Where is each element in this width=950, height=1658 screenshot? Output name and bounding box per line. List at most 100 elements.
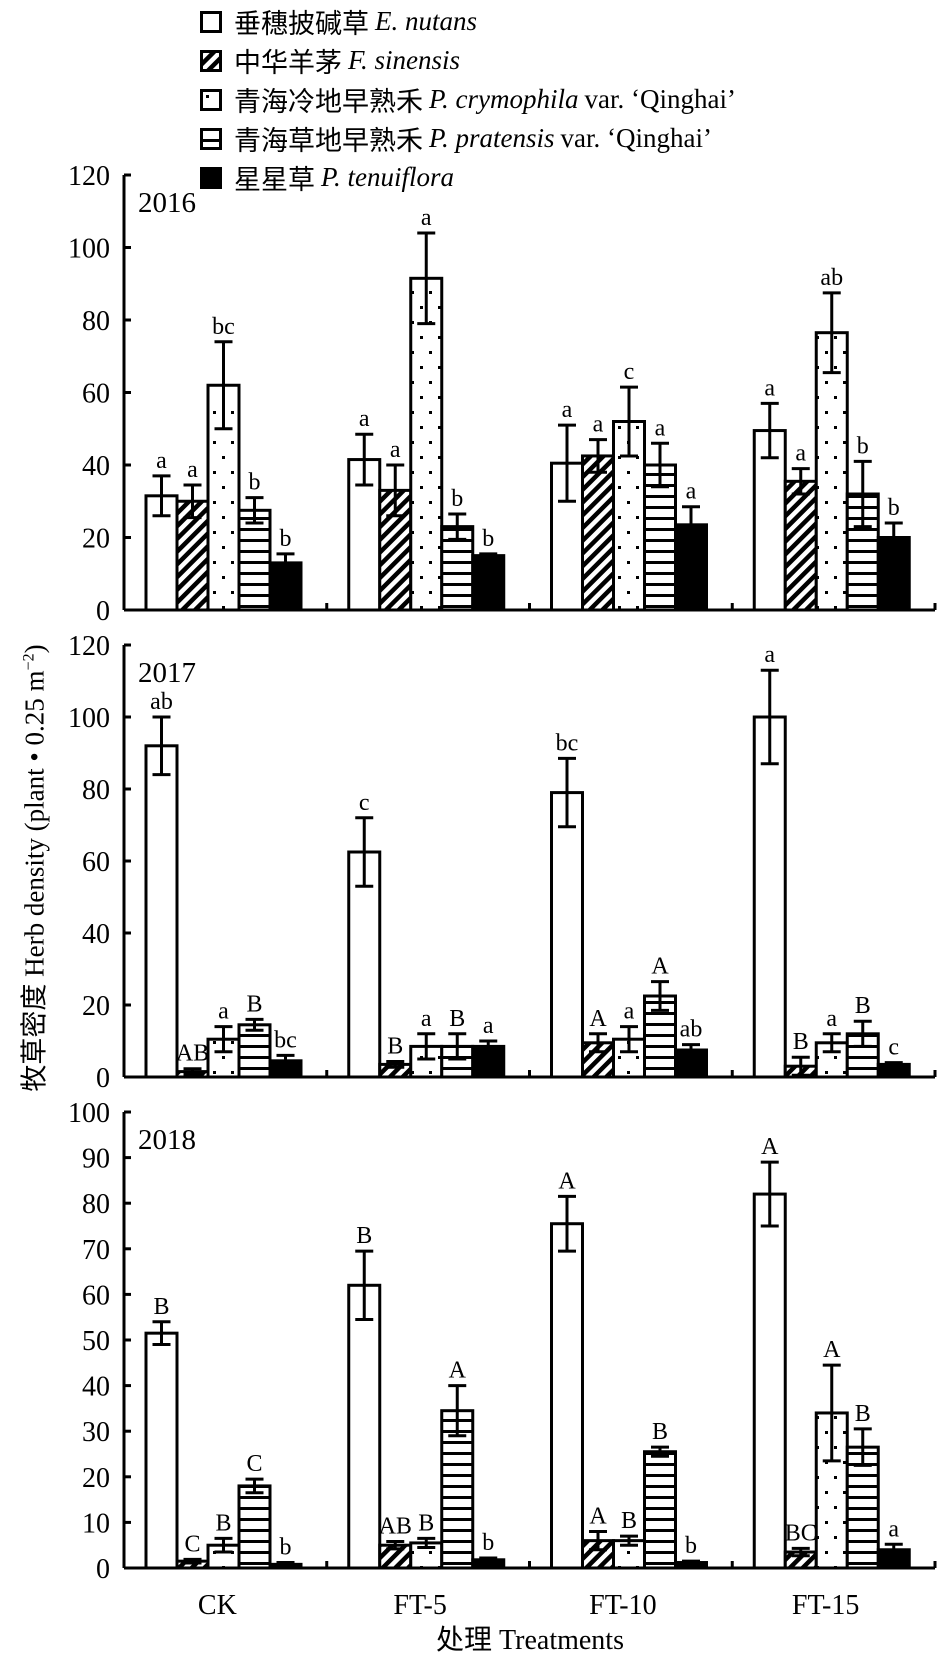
significance-label: B (356, 1223, 372, 1249)
bar (237, 1484, 272, 1570)
panel-title: 2018 (138, 1124, 196, 1156)
legend-variety: var. ‘Qinghai’ (584, 84, 736, 114)
bar (783, 479, 818, 612)
significance-label: B (652, 1419, 668, 1445)
legend-name-sci: P. pratensis (429, 123, 555, 153)
significance-label: a (888, 1516, 899, 1542)
y-tick-label: 30 (82, 1417, 110, 1448)
significance-label: a (390, 437, 401, 463)
y-tick-label: 40 (82, 1372, 110, 1403)
significance-label: a (655, 415, 666, 441)
significance-label: B (387, 1034, 403, 1060)
y-tick-label: 80 (82, 306, 110, 337)
y-axis-title-sup: −2 (20, 653, 38, 671)
significance-label: AB (176, 1041, 209, 1067)
significance-label: c (888, 1035, 899, 1061)
significance-label: b (857, 433, 869, 459)
y-tick-label: 60 (82, 847, 110, 878)
bar (752, 715, 787, 1079)
significance-label: AB (379, 1514, 412, 1540)
legend-item: 星星草 P. tenuiflora (200, 158, 736, 197)
significance-label: a (795, 441, 806, 467)
legend-name-sci: E. nutans (375, 6, 478, 36)
panel-title: 2016 (138, 187, 196, 219)
legend-item: 青海冷地早熟禾 P. crymophila var. ‘Qinghai’ (200, 80, 736, 119)
significance-label: bc (556, 730, 579, 756)
y-axis-title-close: ) (19, 644, 50, 654)
x-tick-label: FT-15 (792, 1590, 859, 1621)
significance-label: bc (274, 1027, 297, 1053)
significance-label: c (359, 790, 370, 816)
bar (144, 1331, 179, 1570)
significance-label: bc (212, 314, 235, 340)
y-tick-label: 120 (68, 631, 110, 662)
significance-label: b (685, 1533, 697, 1559)
y-tick-label: 60 (82, 1280, 110, 1311)
significance-label: B (793, 1029, 809, 1055)
legend-name-sci: P. crymophila (429, 84, 579, 114)
significance-label: B (621, 1508, 637, 1534)
panel-title: 2017 (138, 657, 196, 689)
significance-label: a (218, 999, 229, 1025)
y-axis-title-text: 牧草密度 Herb density (plant • 0.25 m (19, 670, 50, 1092)
x-tick-label: FT-5 (393, 1590, 446, 1621)
significance-label: C (246, 1451, 262, 1477)
significance-label: a (187, 457, 198, 483)
legend-variety: var. ‘Qinghai’ (560, 123, 712, 153)
bar (581, 454, 615, 612)
y-tick-label: 80 (82, 1189, 110, 1220)
significance-label: a (624, 999, 635, 1025)
significance-label: ab (150, 689, 173, 715)
bar (845, 1445, 880, 1570)
y-tick-label: 80 (82, 775, 110, 806)
significance-label: b (249, 470, 261, 496)
significance-label: A (823, 1337, 841, 1363)
y-axis-title: 牧草密度 Herb density (plant • 0.25 m−2) (13, 644, 52, 1091)
significance-label: b (482, 526, 494, 552)
significance-label: a (826, 1006, 837, 1032)
significance-label: b (451, 486, 463, 512)
bar (752, 1192, 787, 1570)
significance-label: a (359, 406, 370, 432)
legend-name-cn: 垂穗披碱草 (234, 9, 369, 39)
bar (550, 791, 584, 1079)
significance-label: B (418, 1510, 434, 1536)
y-tick-label: 20 (82, 991, 110, 1022)
significance-label: ab (680, 1017, 703, 1043)
legend-swatch-horizontal (200, 127, 222, 150)
y-tick-label: 40 (82, 451, 110, 482)
significance-label: b (280, 1535, 292, 1561)
bar (643, 1450, 677, 1570)
significance-label: B (855, 993, 871, 1019)
bar (550, 1222, 584, 1570)
significance-label: a (421, 1006, 432, 1032)
bar (471, 554, 506, 612)
significance-label: b (888, 495, 900, 521)
y-tick-label: 100 (68, 1098, 110, 1129)
significance-label: a (562, 397, 573, 423)
significance-label: a (421, 205, 432, 231)
significance-label: B (246, 991, 262, 1017)
bar (643, 463, 677, 612)
bar (347, 1283, 382, 1570)
y-tick-label: 40 (82, 919, 110, 950)
significance-label: a (156, 448, 167, 474)
y-tick-label: 100 (68, 234, 110, 265)
legend-name-cn: 星星草 (234, 165, 315, 195)
bar (237, 508, 272, 612)
y-tick-label: 0 (96, 596, 110, 627)
legend-name-cn: 中华羊茅 (234, 48, 342, 78)
significance-label: B (855, 1401, 871, 1427)
significance-label: a (764, 375, 775, 401)
significance-label: a (764, 642, 775, 668)
significance-label: B (153, 1294, 169, 1320)
legend-item: 垂穗披碱草 E. nutans (200, 2, 736, 41)
significance-label: A (558, 1168, 576, 1194)
significance-label: a (483, 1013, 494, 1039)
significance-label: B (449, 1006, 465, 1032)
x-tick-label: CK (198, 1590, 237, 1621)
significance-label: A (589, 1006, 607, 1032)
